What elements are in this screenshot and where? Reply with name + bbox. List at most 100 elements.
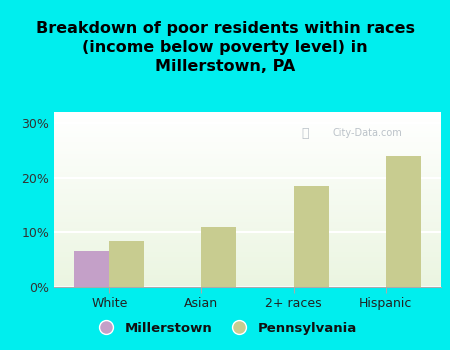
Bar: [54, 257, 441, 259]
Bar: [54, 124, 441, 126]
Bar: [54, 278, 441, 280]
Bar: [54, 217, 441, 219]
Bar: [54, 284, 441, 285]
Bar: [54, 182, 441, 184]
Bar: [54, 254, 441, 256]
Bar: [54, 248, 441, 250]
Bar: [54, 114, 441, 116]
Bar: [54, 243, 441, 245]
Bar: [54, 173, 441, 175]
Bar: [54, 215, 441, 217]
Bar: [386, 156, 421, 287]
Bar: [54, 245, 441, 247]
Bar: [54, 206, 441, 208]
Bar: [54, 196, 441, 198]
Bar: [54, 233, 441, 234]
Bar: [109, 240, 144, 287]
Bar: [54, 193, 441, 194]
Bar: [54, 158, 441, 159]
Bar: [54, 240, 441, 242]
Bar: [54, 166, 441, 168]
Bar: [54, 270, 441, 271]
Bar: [54, 117, 441, 119]
Bar: [54, 199, 441, 201]
Bar: [54, 122, 441, 124]
Bar: [54, 135, 441, 136]
Bar: [54, 140, 441, 142]
Bar: [54, 210, 441, 212]
Bar: [54, 212, 441, 214]
Bar: [293, 186, 328, 287]
Bar: [54, 161, 441, 163]
Bar: [54, 205, 441, 206]
Bar: [54, 147, 441, 149]
Bar: [54, 164, 441, 166]
Bar: [54, 177, 441, 178]
Bar: [54, 128, 441, 130]
Bar: [54, 142, 441, 143]
Text: Breakdown of poor residents within races
(income below poverty level) in
Millers: Breakdown of poor residents within races…: [36, 21, 414, 75]
Bar: [54, 252, 441, 254]
Text: ⓘ: ⓘ: [302, 126, 309, 140]
Bar: [54, 275, 441, 276]
Bar: [54, 201, 441, 203]
Bar: [54, 259, 441, 261]
Text: City-Data.com: City-Data.com: [333, 128, 402, 138]
Bar: [54, 133, 441, 135]
Bar: [54, 150, 441, 152]
Bar: [54, 262, 441, 264]
Bar: [74, 251, 109, 287]
Bar: [54, 149, 441, 150]
Bar: [54, 126, 441, 128]
Bar: [54, 175, 441, 177]
Bar: [54, 152, 441, 154]
Bar: [54, 130, 441, 131]
Bar: [54, 264, 441, 266]
Bar: [54, 234, 441, 236]
Bar: [54, 276, 441, 278]
Bar: [54, 189, 441, 191]
Bar: [54, 266, 441, 268]
Bar: [54, 178, 441, 180]
Bar: [54, 184, 441, 186]
Bar: [54, 156, 441, 158]
Bar: [54, 226, 441, 228]
Bar: [54, 236, 441, 238]
Bar: [54, 220, 441, 222]
Bar: [54, 186, 441, 187]
Bar: [54, 280, 441, 282]
Bar: [54, 203, 441, 205]
Bar: [54, 131, 441, 133]
Bar: [54, 194, 441, 196]
Bar: [54, 285, 441, 287]
Bar: [54, 271, 441, 273]
Bar: [54, 168, 441, 170]
Bar: [54, 256, 441, 257]
Bar: [54, 241, 441, 243]
Bar: [54, 250, 441, 252]
Bar: [54, 273, 441, 275]
Bar: [54, 138, 441, 140]
Bar: [54, 282, 441, 284]
Bar: [54, 116, 441, 117]
Bar: [54, 159, 441, 161]
Bar: [54, 180, 441, 182]
Bar: [54, 222, 441, 224]
Bar: [54, 112, 441, 114]
Bar: [54, 172, 441, 173]
Bar: [54, 224, 441, 226]
Bar: [54, 214, 441, 215]
Bar: [54, 268, 441, 270]
Bar: [54, 187, 441, 189]
Bar: [54, 219, 441, 220]
Bar: [54, 191, 441, 192]
Bar: [54, 261, 441, 262]
Bar: [54, 247, 441, 248]
Bar: [54, 228, 441, 229]
Bar: [54, 198, 441, 199]
Bar: [54, 208, 441, 210]
Bar: [54, 121, 441, 122]
Bar: [54, 170, 441, 172]
Bar: [54, 238, 441, 240]
Bar: [54, 144, 441, 145]
